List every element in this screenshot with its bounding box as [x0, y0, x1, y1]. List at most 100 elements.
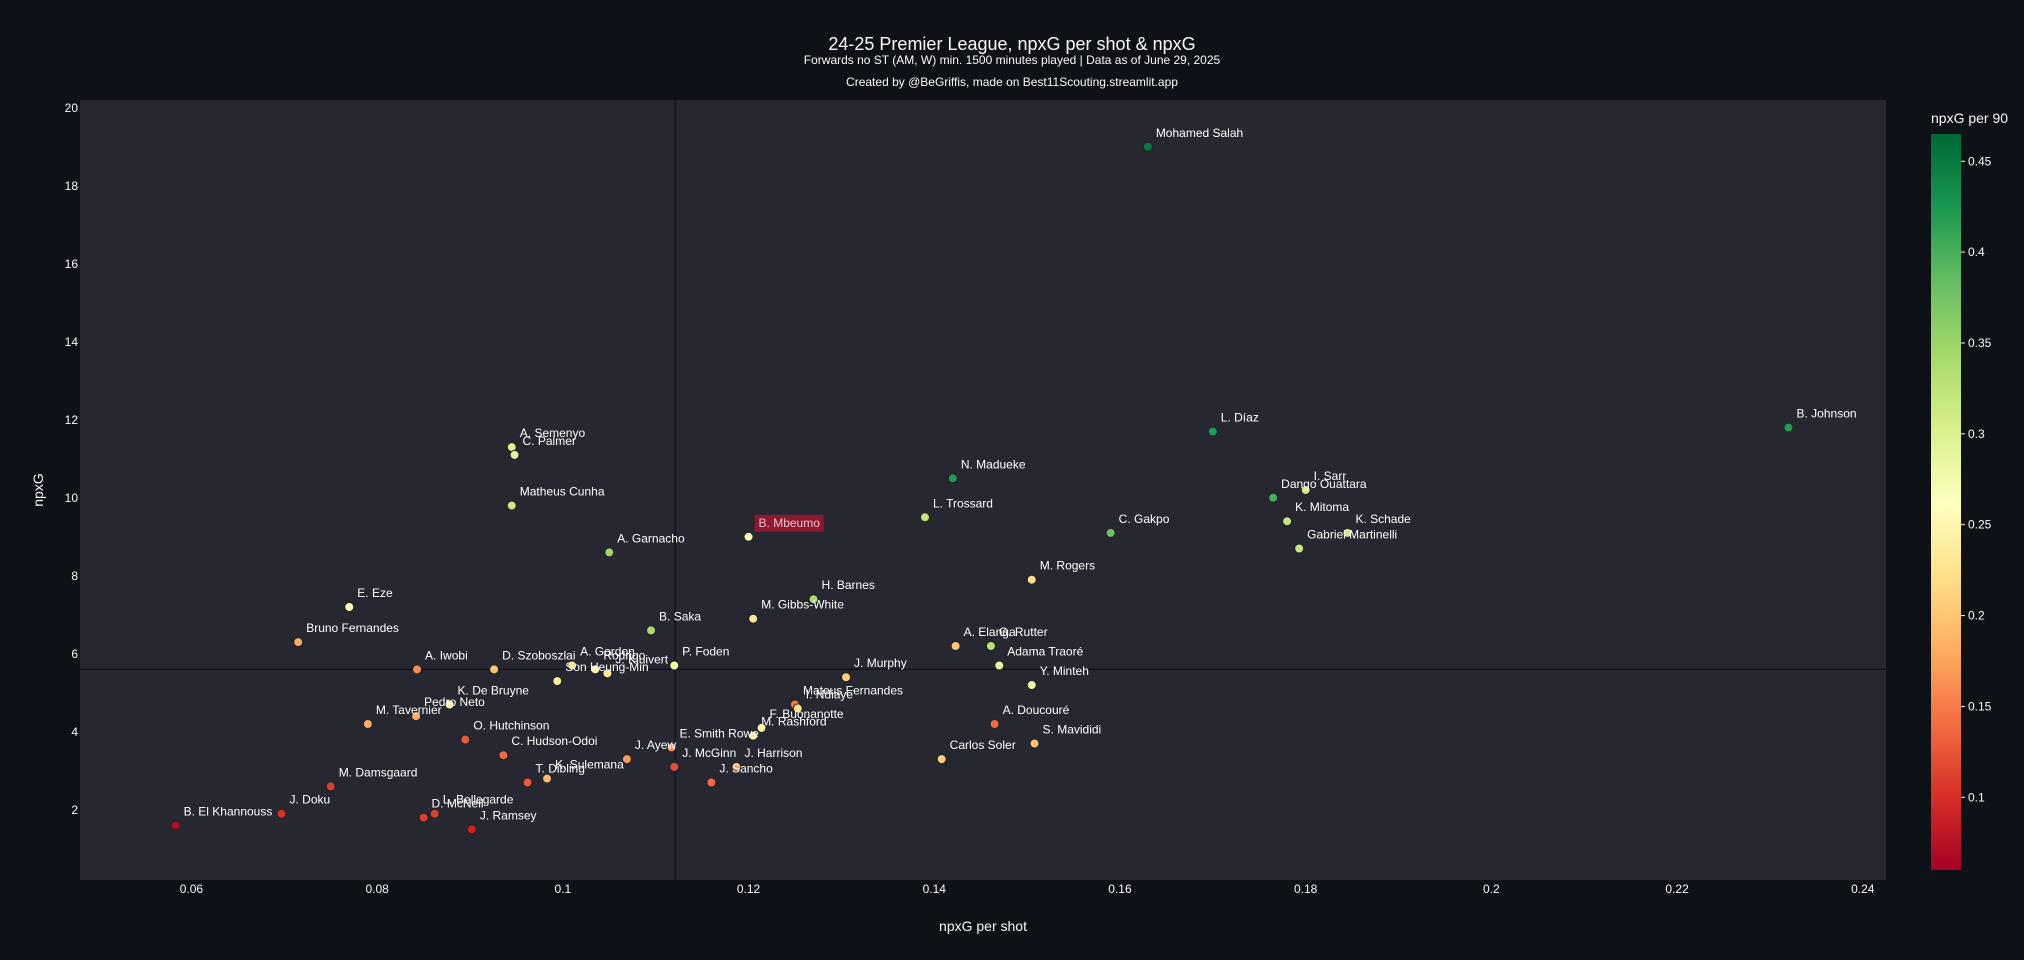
scatter-point[interactable] [552, 676, 563, 687]
point-label: Dango Ouattara [1281, 477, 1367, 491]
scatter-point[interactable] [411, 711, 422, 722]
scatter-point[interactable] [325, 781, 336, 792]
scatter-point[interactable] [994, 660, 1005, 671]
x-tick-label: 0.14 [923, 882, 947, 896]
scatter-point[interactable] [418, 812, 429, 823]
scatter-point[interactable] [1029, 738, 1040, 749]
point-label: S. Mavididi [1043, 723, 1102, 737]
scatter-point[interactable] [756, 722, 767, 733]
scatter-point[interactable] [170, 820, 181, 831]
colorbar-tick-label: 0.15 [1968, 699, 1992, 713]
point-label: A. Elanga [964, 625, 1016, 639]
scatter-point[interactable] [1142, 141, 1153, 152]
point-label: A. Doucouré [1003, 703, 1070, 717]
scatter-point[interactable] [412, 664, 423, 675]
scatter-point[interactable] [950, 641, 961, 651]
x-axis-title: npxG per shot [939, 918, 1027, 934]
scatter-point[interactable] [669, 660, 680, 671]
scatter-point[interactable] [489, 664, 500, 675]
scatter-point[interactable] [666, 742, 677, 753]
scatter-point[interactable] [748, 730, 759, 741]
scatter-point[interactable] [669, 761, 680, 772]
point-labels: Mohamed Salah B. Johnson L. Díaz N. Madueke… [184, 126, 1857, 822]
scatter-point[interactable] [936, 754, 947, 765]
scatter-point[interactable] [1026, 680, 1037, 690]
scatter-point[interactable] [522, 777, 533, 788]
scatter-point[interactable] [1300, 485, 1311, 495]
point-label: K. Schade [1355, 512, 1411, 526]
scatter-point[interactable] [748, 613, 759, 624]
scatter-point[interactable] [344, 602, 355, 612]
scatter-point[interactable] [429, 808, 440, 819]
scatter-point[interactable] [604, 547, 615, 558]
scatter-point[interactable] [621, 754, 632, 765]
scatter-point[interactable] [466, 824, 477, 835]
colorbar-title: npxG per 90 [1931, 110, 2008, 126]
point-label: A. Iwobi [425, 648, 468, 662]
point-label: J. Harrison [744, 746, 802, 760]
scatter-point[interactable] [743, 531, 754, 542]
point-label: K. De Bruyne [458, 684, 530, 698]
point-label: Rodrigo [603, 648, 645, 662]
point-label: L. Trossard [933, 496, 993, 510]
x-tick-label: 0.18 [1294, 882, 1318, 896]
point-label: Y. Minteh [1040, 664, 1089, 678]
point-label: Pedro Neto [424, 695, 485, 709]
scatter-point[interactable] [460, 734, 471, 745]
x-tick-label: 0.22 [1665, 882, 1689, 896]
point-label: C. Palmer [523, 434, 576, 448]
scatter-point[interactable] [1268, 492, 1279, 503]
point-label: K. Sulemana [555, 758, 624, 772]
colorbar-tick-label: 0.25 [1968, 518, 1992, 532]
scatter-point[interactable] [646, 625, 657, 636]
scatter-point[interactable] [293, 637, 304, 648]
scatter-point[interactable] [542, 773, 553, 784]
scatter-point[interactable] [1207, 426, 1218, 437]
point-label: I. Sarr [1314, 469, 1347, 483]
scatter-point[interactable] [985, 641, 996, 651]
point-label: P. Foden [682, 645, 729, 659]
scatter-point[interactable] [989, 719, 1000, 729]
point-label: O. Hutchinson [473, 719, 549, 733]
y-axis-ticks: 2 4 6 8 10 12 14 16 18 20 [65, 101, 79, 817]
scatter-point[interactable] [509, 449, 520, 460]
scatter-point[interactable] [1026, 574, 1037, 585]
scatter-point[interactable] [444, 699, 455, 710]
point-label: L. Bellegarde [443, 793, 514, 807]
scatter-point[interactable] [1105, 527, 1116, 538]
scatter-point[interactable] [792, 703, 803, 714]
scatter-point[interactable] [1342, 527, 1353, 538]
point-label: Matheus Cunha [520, 485, 605, 499]
point-label: K. Mitoma [1295, 500, 1349, 514]
point-label: Mateus Fernandes [803, 684, 903, 698]
scatter-point[interactable] [590, 664, 601, 675]
scatter-point[interactable] [841, 672, 852, 683]
point-label: G. Rutter [999, 625, 1048, 639]
y-tick-label: 6 [71, 647, 78, 661]
y-tick-label: 12 [65, 413, 79, 427]
scatter-point[interactable] [706, 777, 717, 788]
chart-credit: Created by @BeGriffis, made on Best11Sco… [846, 75, 1178, 89]
point-label: J. Kluivert [615, 652, 668, 666]
scatter-point[interactable] [362, 719, 373, 729]
scatter-point[interactable] [602, 668, 613, 679]
scatter-point[interactable] [1294, 543, 1305, 554]
point-label: J. Sancho [719, 762, 773, 776]
scatter-point[interactable] [567, 660, 578, 671]
scatter-point[interactable] [498, 750, 509, 761]
scatter-point[interactable] [808, 594, 819, 605]
scatter-point[interactable] [919, 512, 930, 523]
scatter-point[interactable] [506, 500, 517, 511]
point-label: B. Saka [659, 609, 701, 623]
scatter-point[interactable] [731, 761, 742, 772]
scatter-point[interactable] [276, 808, 287, 819]
highlight-label-box [754, 514, 824, 532]
point-label: Gabriel Martinelli [1307, 528, 1397, 542]
point-label: M. Rashford [761, 715, 826, 729]
scatter-point[interactable] [947, 473, 958, 484]
colorbar [1931, 134, 1961, 870]
scatter-point[interactable] [1783, 422, 1794, 433]
point-label: B. Johnson [1797, 407, 1857, 421]
point-label: J. Ayew [635, 738, 676, 752]
scatter-point[interactable] [1282, 516, 1293, 527]
